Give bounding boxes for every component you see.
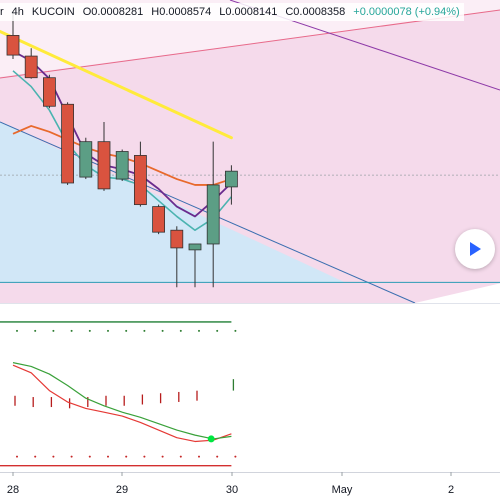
interval-label[interactable]: 4h <box>11 6 24 18</box>
osc-lower-dot <box>216 455 219 458</box>
candle-down[interactable] <box>24 55 38 79</box>
candle-up[interactable] <box>188 243 202 251</box>
osc-lower-dot <box>70 455 73 458</box>
osc-lower-dot <box>198 455 200 458</box>
candle-down[interactable] <box>152 206 166 233</box>
time-tick-label: 2 <box>448 484 454 496</box>
time-tick-label: 29 <box>116 484 128 496</box>
osc-cross-dot[interactable] <box>207 435 215 443</box>
candle-down[interactable] <box>170 229 184 249</box>
upper-trendline <box>0 9 500 79</box>
candle-up[interactable] <box>224 170 238 188</box>
osc-upper-dot <box>234 329 237 332</box>
high-value: H0.0008574 <box>151 6 212 18</box>
candle-up[interactable] <box>115 151 129 180</box>
candle-down[interactable] <box>61 103 74 184</box>
symbol-name[interactable]: r <box>0 6 4 18</box>
symbol-info-bar: r 4h KUCOIN O0.0008281 H0.0008574 L0.000… <box>0 3 464 21</box>
osc-lower-dot <box>52 455 55 458</box>
osc-upper-dot <box>70 329 73 332</box>
osc-lower-dot <box>161 455 164 458</box>
osc-lower-dot <box>34 455 37 458</box>
close-value: C0.0008358 <box>285 6 346 18</box>
osc-slow-line <box>12 364 232 443</box>
osc-lower-dot <box>16 455 18 458</box>
osc-lower-dot <box>179 455 182 458</box>
osc-lower-dot <box>107 455 109 458</box>
osc-upper-dot <box>125 329 128 332</box>
osc-upper-dot <box>216 329 219 332</box>
osc-lower-dot <box>234 455 237 458</box>
osc-upper-dot <box>107 329 109 332</box>
osc-upper-dot <box>16 329 18 332</box>
change-value: +0.0000078 (+0.94%) <box>353 6 460 18</box>
osc-upper-dot <box>179 329 182 332</box>
osc-upper-dot <box>143 329 146 332</box>
open-value: O0.0008281 <box>82 6 144 18</box>
time-axis <box>0 472 500 500</box>
candle-up[interactable] <box>79 141 93 178</box>
time-tick-label: May <box>332 484 353 496</box>
signal-line <box>0 29 233 140</box>
osc-lower-dot <box>143 455 146 458</box>
osc-upper-dot <box>161 329 164 332</box>
candle-down[interactable] <box>6 35 20 56</box>
candle-down[interactable] <box>133 155 147 206</box>
osc-lower-dot <box>88 455 91 458</box>
time-tick-label: 28 <box>7 484 19 496</box>
osc-upper-dot <box>198 329 200 332</box>
candle-down[interactable] <box>43 77 56 107</box>
osc-upper-dot <box>52 329 55 332</box>
candle-up[interactable] <box>206 184 220 245</box>
osc-upper-dot <box>88 329 91 332</box>
osc-lower-dot <box>125 455 128 458</box>
low-value: L0.0008141 <box>219 6 278 18</box>
candle-down[interactable] <box>97 141 111 190</box>
play-icon <box>470 242 481 256</box>
pane-gap <box>0 303 500 313</box>
osc-upper-dot <box>34 329 37 332</box>
osc-fast-line <box>12 362 232 440</box>
exchange-label: KUCOIN <box>31 6 75 18</box>
time-tick-label: 30 <box>226 484 238 496</box>
play-button[interactable] <box>455 229 495 269</box>
